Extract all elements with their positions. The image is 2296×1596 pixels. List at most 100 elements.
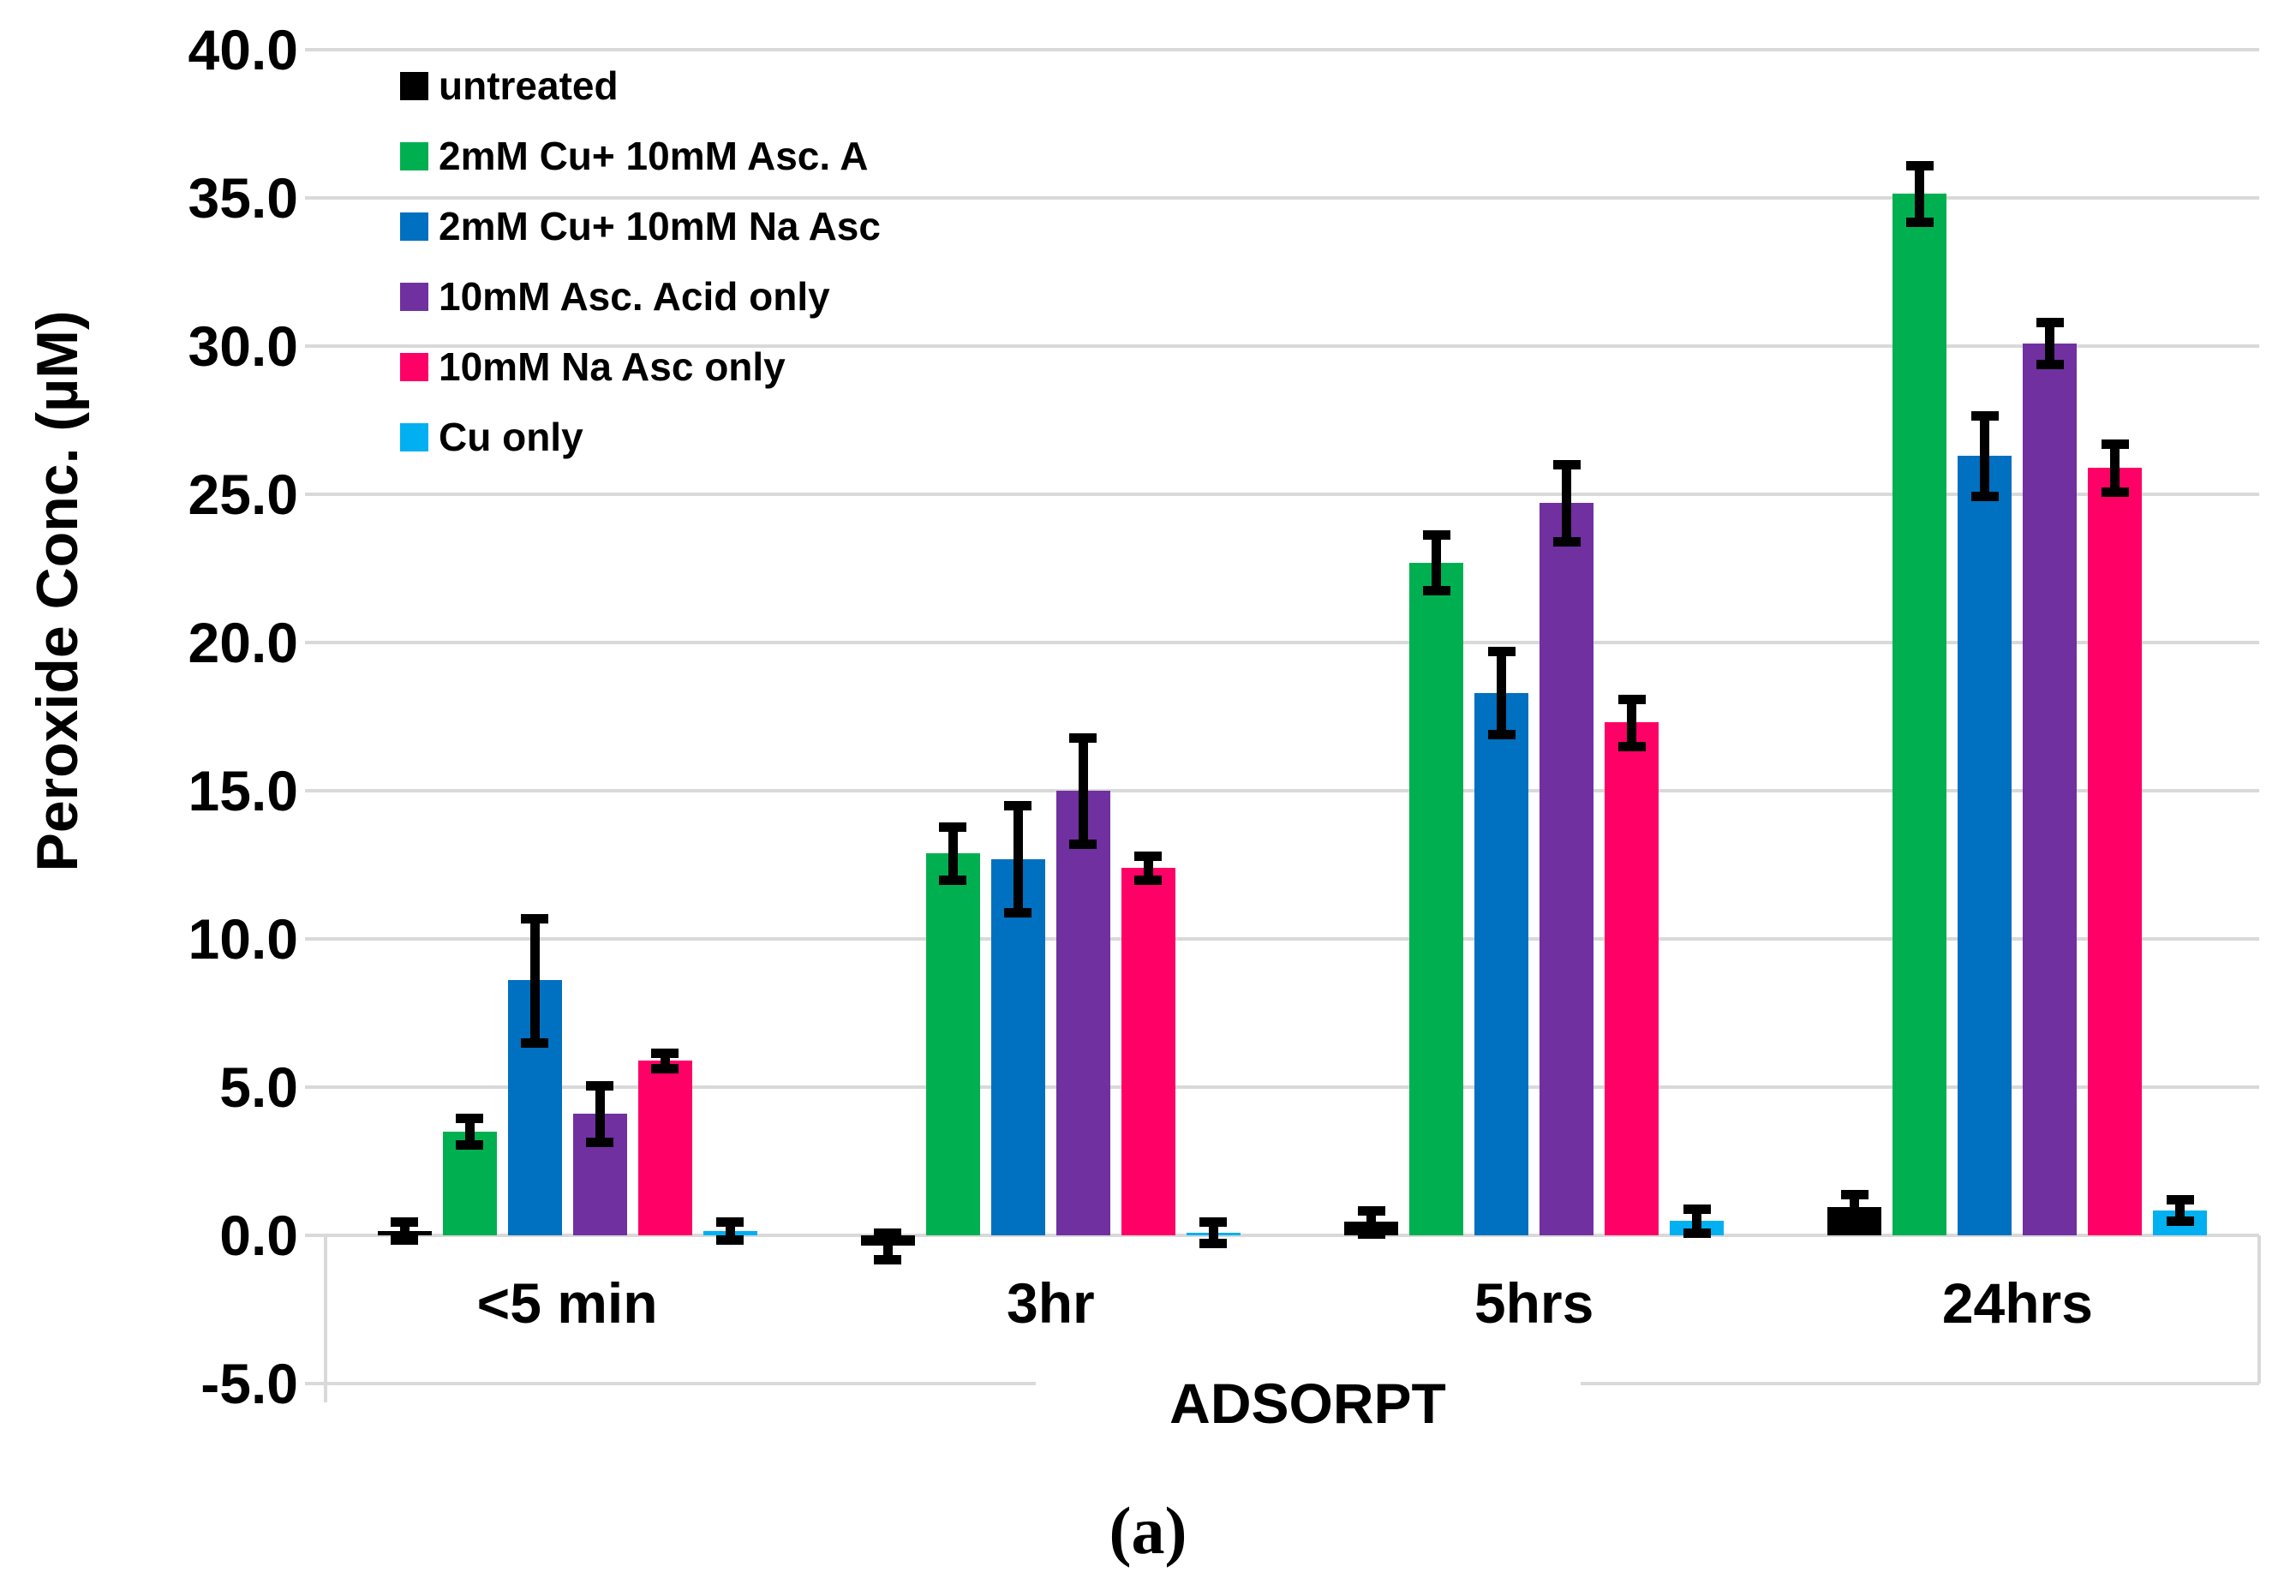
error-bar-cap-top-10mM Asc. Acid only-5hrs bbox=[1552, 460, 1581, 470]
gridline-30.0 bbox=[326, 344, 2259, 348]
error-bar-cap-top-2mM Cu+ 10mM Asc. A-<5 min bbox=[456, 1114, 484, 1124]
y-axis-tick-35.0 bbox=[305, 196, 326, 200]
error-bar-stem-10mM Asc. Acid only-24hrs bbox=[2045, 322, 2055, 364]
error-bar-cap-bottom-2mM Cu+ 10mM Asc. A-5hrs bbox=[1422, 586, 1450, 596]
error-bar-stem-Cu only-<5 min bbox=[725, 1222, 735, 1240]
y-tick-label--5.0: -5.0 bbox=[200, 1352, 298, 1415]
error-bar-cap-bottom-2mM Cu+ 10mM Na Asc-<5 min bbox=[521, 1038, 549, 1049]
gridline-15.0 bbox=[326, 789, 2259, 792]
bar-10mM Asc. Acid only-24hrs bbox=[2023, 343, 2078, 1235]
error-bar-cap-bottom-untreated-5hrs bbox=[1357, 1229, 1385, 1240]
error-bar-cap-top-10mM Na Asc only-3hr bbox=[1134, 852, 1163, 862]
y-axis-tick-10.0 bbox=[305, 937, 326, 941]
error-bar-stem-untreated-5hrs bbox=[1366, 1210, 1377, 1234]
y-axis-tick-40.0 bbox=[305, 48, 326, 51]
error-bar-cap-top-untreated-5hrs bbox=[1357, 1205, 1385, 1216]
error-bar-stem-2mM Cu+ 10mM Na Asc-3hr bbox=[1013, 805, 1023, 912]
error-bar-cap-bottom-untreated-3hr bbox=[874, 1254, 902, 1264]
error-bar-cap-top-10mM Asc. Acid only-<5 min bbox=[586, 1081, 614, 1091]
axis-border-right bbox=[2257, 1235, 2261, 1384]
legend-item-2mM Cu+ 10mM Asc. A: 2mM Cu+ 10mM Asc. A bbox=[400, 121, 881, 191]
error-bar-cap-top-2mM Cu+ 10mM Asc. A-5hrs bbox=[1422, 529, 1450, 540]
legend-item-Cu only: Cu only bbox=[400, 402, 881, 472]
legend-item-10mM Na Asc only: 10mM Na Asc only bbox=[400, 332, 881, 402]
y-axis-tick-20.0 bbox=[305, 641, 326, 644]
error-bar-cap-bottom-10mM Asc. Acid only-3hr bbox=[1069, 840, 1097, 850]
y-tick-label-15.0: 15.0 bbox=[188, 759, 298, 822]
gridline-20.0 bbox=[326, 641, 2259, 644]
error-bar-stem-Cu only-5hrs bbox=[1692, 1208, 1702, 1233]
error-bar-cap-top-Cu only-<5 min bbox=[716, 1217, 744, 1228]
legend-label-untreated: untreated bbox=[439, 63, 619, 108]
legend-label-2mM Cu+ 10mM Asc. A: 2mM Cu+ 10mM Asc. A bbox=[439, 134, 869, 178]
bar-10mM Asc. Acid only-5hrs bbox=[1540, 503, 1594, 1235]
error-bar-cap-bottom-Cu only-24hrs bbox=[2166, 1216, 2194, 1226]
bar-10mM Na Asc only-<5 min bbox=[637, 1060, 692, 1235]
legend-swatch-2mM Cu+ 10mM Asc. A bbox=[400, 141, 428, 170]
error-bar-cap-bottom-Cu only-3hr bbox=[1199, 1238, 1228, 1248]
error-bar-cap-bottom-untreated-<5 min bbox=[391, 1235, 419, 1246]
error-bar-cap-bottom-2mM Cu+ 10mM Asc. A-24hrs bbox=[1905, 217, 1934, 227]
gridline-35.0 bbox=[326, 196, 2259, 200]
legend-swatch-Cu only bbox=[400, 422, 428, 451]
error-bar-stem-10mM Asc. Acid only-<5 min bbox=[595, 1085, 605, 1142]
error-bar-cap-top-2mM Cu+ 10mM Na Asc-<5 min bbox=[521, 913, 549, 924]
y-axis-tick-15.0 bbox=[305, 789, 326, 792]
error-bar-cap-bottom-10mM Asc. Acid only-5hrs bbox=[1552, 537, 1581, 547]
error-bar-cap-top-2mM Cu+ 10mM Na Asc-24hrs bbox=[1970, 411, 1999, 421]
error-bar-cap-top-Cu only-24hrs bbox=[2166, 1195, 2194, 1205]
error-bar-cap-top-10mM Asc. Acid only-24hrs bbox=[2036, 318, 2064, 328]
legend-item-10mM Asc. Acid only: 10mM Asc. Acid only bbox=[400, 261, 881, 332]
y-tick-label-20.0: 20.0 bbox=[188, 611, 298, 674]
y-tick-label-10.0: 10.0 bbox=[188, 907, 298, 971]
error-bar-cap-bottom-10mM Na Asc only-<5 min bbox=[651, 1063, 679, 1073]
bar-2mM Cu+ 10mM Asc. A-24hrs bbox=[1892, 193, 1947, 1235]
gridline-0.0 bbox=[326, 1234, 2259, 1237]
bar-2mM Cu+ 10mM Asc. A-3hr bbox=[925, 852, 980, 1235]
y-tick-label-35.0: 35.0 bbox=[188, 166, 298, 230]
gridline-40.0 bbox=[326, 48, 2259, 51]
error-bar-stem-untreated-<5 min bbox=[399, 1222, 410, 1240]
x-category-label-24hrs: 24hrs bbox=[1941, 1271, 2093, 1335]
bar-2mM Cu+ 10mM Na Asc-24hrs bbox=[1958, 456, 2012, 1235]
bar-10mM Asc. Acid only-3hr bbox=[1055, 791, 1110, 1235]
legend: untreated 2mM Cu+ 10mM Asc. A 2mM Cu+ 10mM… bbox=[400, 51, 881, 472]
legend-label-Cu only: Cu only bbox=[439, 415, 583, 459]
error-bar-cap-bottom-10mM Na Asc only-3hr bbox=[1134, 875, 1163, 885]
error-bar-cap-top-untreated-<5 min bbox=[391, 1217, 419, 1228]
y-tick-label-5.0: 5.0 bbox=[219, 1055, 298, 1119]
error-bar-stem-2mM Cu+ 10mM Na Asc-5hrs bbox=[1497, 651, 1507, 735]
error-bar-cap-top-2mM Cu+ 10mM Na Asc-5hrs bbox=[1487, 647, 1516, 657]
error-bar-stem-untreated-24hrs bbox=[1850, 1193, 1860, 1221]
axis-border-left bbox=[324, 1235, 327, 1402]
error-bar-cap-top-2mM Cu+ 10mM Na Asc-3hr bbox=[1004, 801, 1032, 811]
legend-label-2mM Cu+ 10mM Na Asc: 2mM Cu+ 10mM Na Asc bbox=[439, 204, 881, 248]
error-bar-cap-bottom-2mM Cu+ 10mM Na Asc-24hrs bbox=[1970, 491, 1999, 501]
error-bar-stem-10mM Na Asc only-<5 min bbox=[660, 1053, 670, 1068]
error-bar-cap-top-10mM Asc. Acid only-3hr bbox=[1069, 732, 1097, 743]
error-bar-stem-Cu only-3hr bbox=[1208, 1222, 1218, 1243]
y-axis-tick--5.0 bbox=[305, 1382, 326, 1385]
error-bar-stem-10mM Na Asc only-5hrs bbox=[1627, 698, 1637, 747]
error-bar-stem-2mM Cu+ 10mM Na Asc-24hrs bbox=[1980, 415, 1990, 496]
error-bar-cap-top-10mM Na Asc only-<5 min bbox=[651, 1049, 679, 1059]
error-bar-stem-2mM Cu+ 10mM Asc. A-5hrs bbox=[1432, 534, 1442, 591]
y-axis-tick-5.0 bbox=[305, 1085, 326, 1089]
gridline-5.0 bbox=[326, 1085, 2259, 1089]
error-bar-cap-bottom-2mM Cu+ 10mM Asc. A-<5 min bbox=[456, 1140, 484, 1151]
bar-10mM Na Asc only-24hrs bbox=[2088, 467, 2143, 1235]
error-bar-cap-top-untreated-3hr bbox=[874, 1228, 902, 1238]
x-category-label-3hr: 3hr bbox=[1007, 1271, 1095, 1335]
legend-label-10mM Asc. Acid only: 10mM Asc. Acid only bbox=[439, 274, 830, 319]
y-tick-label-0.0: 0.0 bbox=[219, 1204, 298, 1267]
error-bar-cap-top-2mM Cu+ 10mM Asc. A-24hrs bbox=[1905, 160, 1934, 170]
error-bar-cap-bottom-2mM Cu+ 10mM Na Asc-5hrs bbox=[1487, 730, 1516, 740]
error-bar-cap-bottom-2mM Cu+ 10mM Asc. A-3hr bbox=[939, 875, 967, 885]
error-bar-stem-10mM Asc. Acid only-5hrs bbox=[1562, 464, 1572, 542]
y-tick-label-40.0: 40.0 bbox=[188, 18, 298, 81]
plot-area: 40.0 35.0 30.0 25.0 20.0 15.0 10.0 5.0 0.0 -5.0 <5… bbox=[188, 21, 2261, 1433]
error-bar-cap-bottom-Cu only-<5 min bbox=[716, 1235, 744, 1246]
x-axis-title: ADSORPT bbox=[1035, 1373, 1581, 1433]
y-axis-tick-30.0 bbox=[305, 344, 326, 348]
